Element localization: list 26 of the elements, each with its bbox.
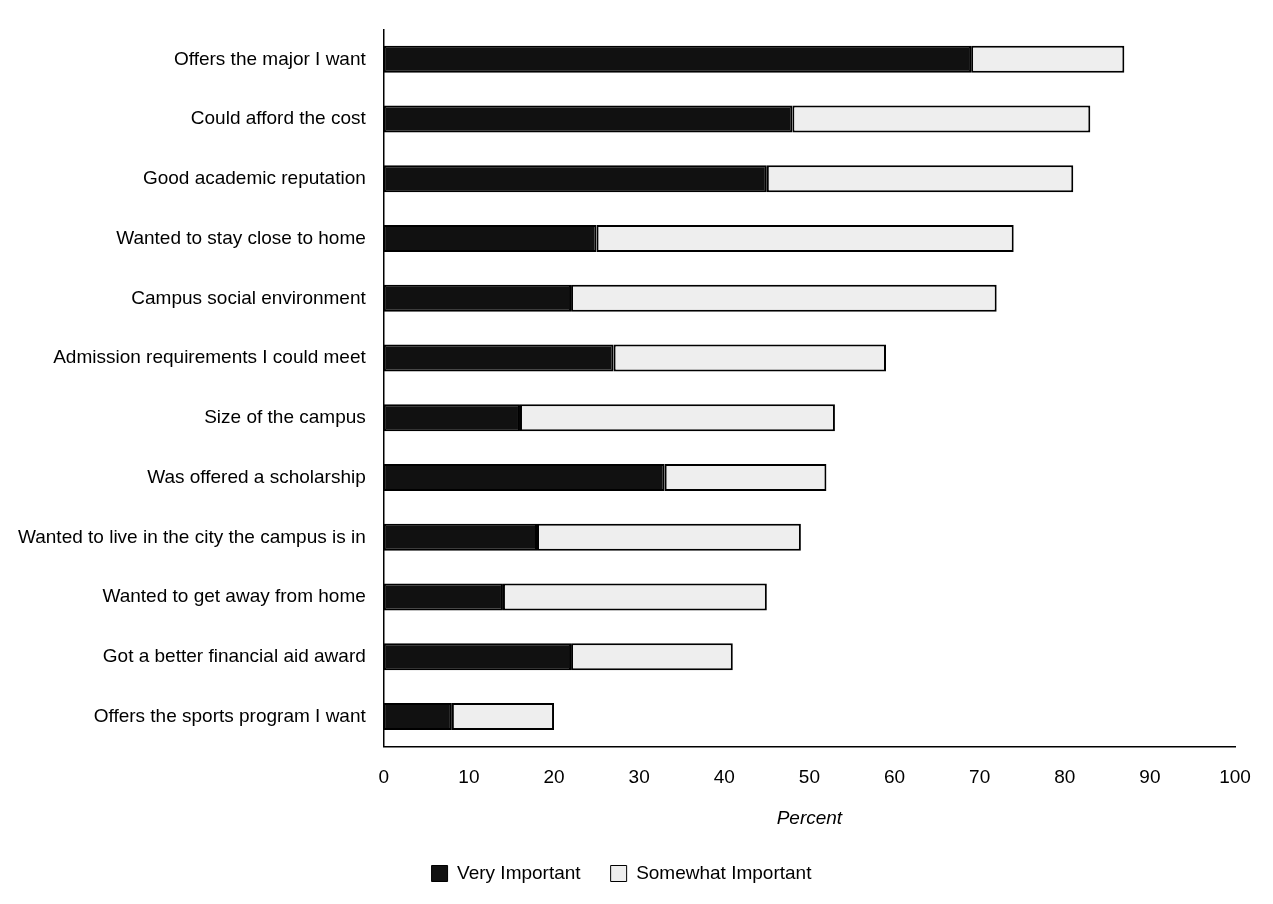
y-tick-label: Campus social environment [131, 286, 367, 308]
x-axis-title: Percent [776, 806, 843, 828]
legend-label: Somewhat Important [636, 861, 813, 883]
x-tick-label: 70 [969, 766, 991, 788]
y-tick-label: Wanted to get away from home [102, 585, 366, 607]
y-tick-label: Was offered a scholarship [147, 465, 366, 487]
x-tick-label: 80 [1054, 766, 1076, 788]
x-tick-label: 60 [883, 766, 906, 788]
x-tick-label: 0 [378, 766, 390, 788]
x-tick-label: 30 [628, 766, 650, 788]
y-tick-label: Got a better financial aid award [102, 645, 366, 667]
x-tick-label: 100 [1219, 766, 1251, 788]
y-tick-label: Could afford the cost [190, 107, 367, 129]
y-tick-label: Wanted to live in the city the campus is in [17, 525, 366, 547]
y-tick-label: Good academic reputation [142, 167, 366, 189]
y-tick-label: Offers the major I want [173, 47, 367, 69]
x-tick-label: 20 [543, 766, 565, 788]
y-tick-label: Admission requirements I could meet [53, 346, 367, 368]
y-tick-label: Wanted to stay close to home [116, 226, 366, 248]
x-tick-label: 50 [798, 766, 820, 788]
y-tick-label: Offers the sports program I want [93, 704, 367, 726]
x-tick-label: 40 [713, 766, 735, 788]
y-tick-label: Size of the campus [204, 406, 366, 428]
legend-label: Very Important [457, 861, 582, 883]
x-tick-label: 10 [458, 766, 480, 788]
x-tick-label: 90 [1139, 766, 1161, 788]
